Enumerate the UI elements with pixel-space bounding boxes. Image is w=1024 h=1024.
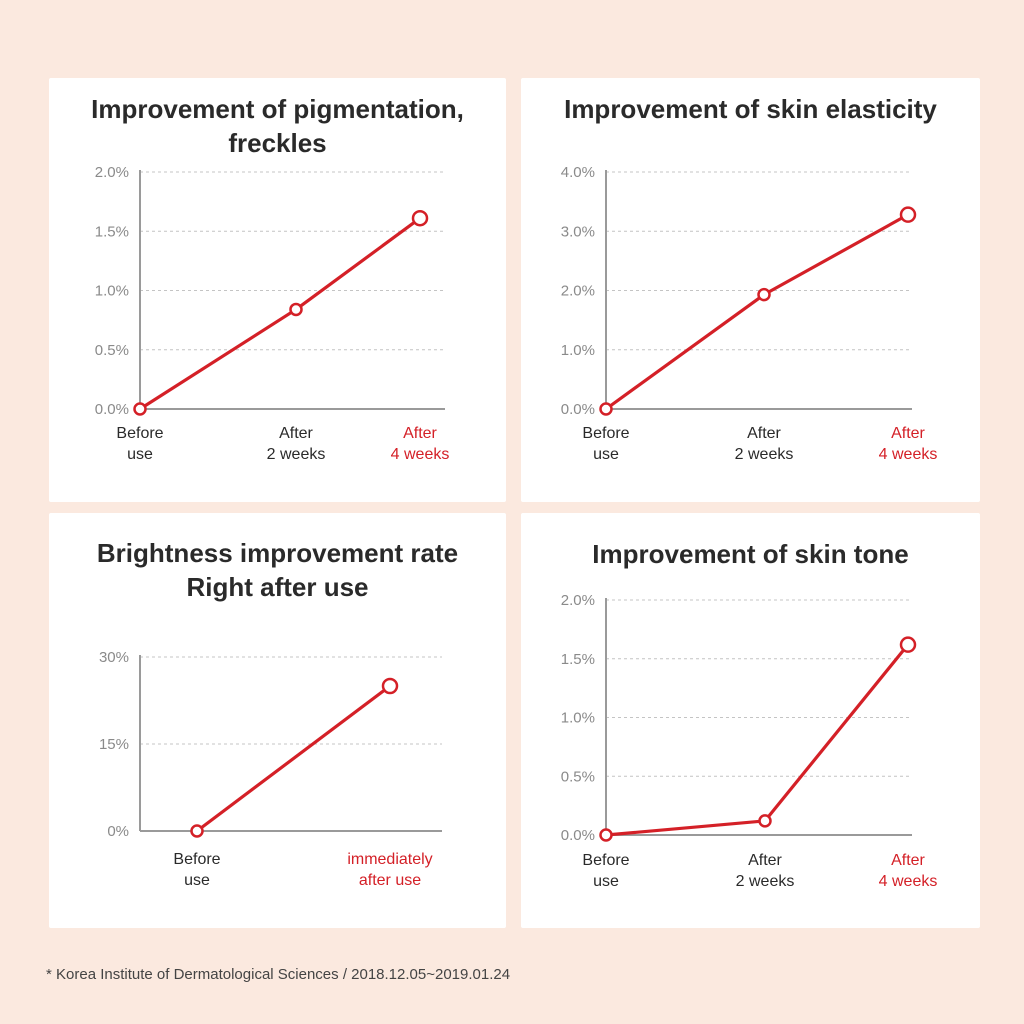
- line-chart-brightness: 0% 15% 30% Before use immediately after use: [99, 649, 442, 889]
- data-point: [758, 814, 772, 828]
- source-footnote: * Korea Institute of Dermatological Scie…: [46, 966, 511, 983]
- chart-card-skin-tone: Improvement of skin tone 0.0% 0.5% 1.0% 1.5…: [521, 513, 980, 928]
- y-tick-label: 1.0%: [561, 710, 595, 727]
- y-tick-label: 2.0%: [561, 592, 595, 609]
- series-line: [196, 684, 391, 833]
- series-line: [605, 213, 909, 411]
- data-point: [411, 209, 429, 227]
- y-tick-label: 2.0%: [95, 164, 129, 181]
- y-tick-label: 3.0%: [561, 223, 595, 240]
- x-category-label: After 2 weeks: [267, 425, 326, 463]
- y-tick-label: 0.0%: [561, 401, 595, 418]
- y-tick-label: 4.0%: [561, 164, 595, 181]
- x-category-label: Before use: [582, 425, 629, 463]
- y-tick-label: 2.0%: [561, 283, 595, 300]
- data-point: [133, 402, 147, 416]
- data-point: [599, 402, 613, 416]
- data-point: [899, 206, 917, 223]
- x-category-label: After 2 weeks: [735, 425, 794, 463]
- y-tick-label: 0.5%: [95, 342, 129, 359]
- y-tick-label: 15%: [99, 736, 129, 753]
- x-category-label: After 2 weeks: [736, 852, 795, 890]
- x-category-label: After 4 weeks: [391, 425, 450, 463]
- y-tick-label: 1.5%: [95, 223, 129, 240]
- line-chart-skin-tone: 0.0% 0.5% 1.0% 1.5% 2.0% Before use After 2 week…: [561, 592, 938, 890]
- series-line: [605, 643, 910, 837]
- chart-title: Brightness improvement rate Right after …: [96, 538, 459, 602]
- chart-card-brightness: Brightness improvement rate Right after …: [49, 513, 506, 928]
- chart-title: Improvement of skin tone: [592, 539, 909, 569]
- data-point: [190, 824, 204, 838]
- series-line: [139, 216, 421, 411]
- data-point: [599, 828, 613, 842]
- data-point: [381, 677, 399, 695]
- y-tick-label: 0.5%: [561, 768, 595, 785]
- x-category-label: After 4 weeks: [879, 425, 938, 463]
- x-category-label: Before use: [173, 851, 220, 889]
- data-point: [757, 287, 771, 302]
- chart-title: Improvement of pigmentation, freckles: [91, 94, 464, 158]
- y-tick-label: 0.0%: [561, 827, 595, 844]
- x-category-label: Before use: [582, 852, 629, 890]
- chart-title: Improvement of skin elasticity: [564, 94, 937, 124]
- line-chart-pigmentation: 0.0% 0.5% 1.0% 1.5% 2.0% Before use After 2 week…: [95, 164, 450, 463]
- y-tick-label: 0%: [107, 823, 129, 840]
- y-tick-label: 1.0%: [95, 283, 129, 300]
- x-category-label: immediately after use: [347, 851, 432, 889]
- y-tick-label: 1.0%: [561, 342, 595, 359]
- y-tick-label: 0.0%: [95, 401, 129, 418]
- chart-card-pigmentation: Improvement of pigmentation, freckles 0.…: [49, 78, 506, 502]
- chart-card-elasticity: Improvement of skin elasticity 0.0% 1.0% 2…: [521, 78, 980, 502]
- x-category-label: After 4 weeks: [879, 852, 938, 890]
- data-point: [289, 302, 303, 317]
- line-chart-elasticity: 0.0% 1.0% 2.0% 3.0% 4.0% Before use After 2 week…: [561, 164, 938, 463]
- y-tick-label: 30%: [99, 649, 129, 666]
- y-tick-label: 1.5%: [561, 651, 595, 668]
- x-category-label: Before use: [116, 425, 163, 463]
- data-point: [899, 636, 917, 653]
